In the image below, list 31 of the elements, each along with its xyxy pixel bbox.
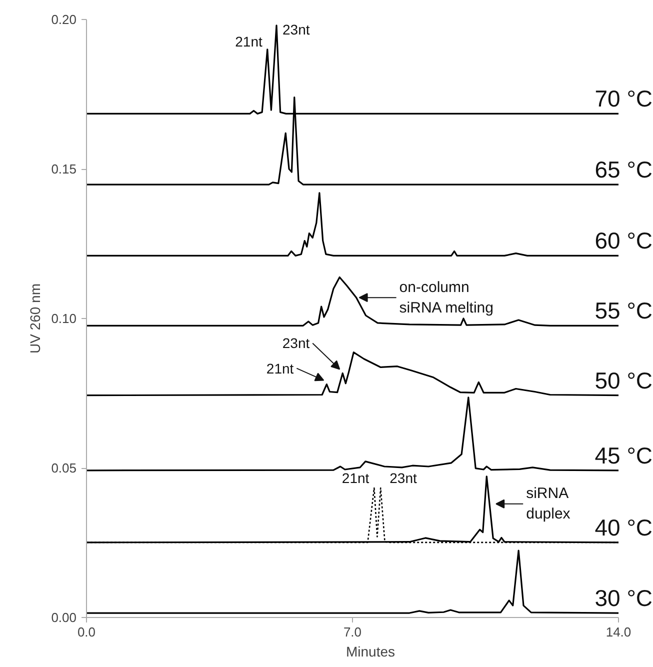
annotation: 23nt [390,470,417,486]
line-series [86,276,620,326]
x-tick-label: 14.0 [606,624,632,640]
series-label: 65 °C [594,156,652,183]
series-label: 70 °C [594,86,652,112]
annotation: 23nt [282,335,310,352]
series-label: 55 °C [594,298,652,324]
y-tick-label: 0.15 [51,162,77,176]
x-tick-label: 7.0 [343,624,362,640]
y-axis-title: UV 260 nm [27,283,44,354]
y-tick-label: 0.10 [51,311,77,326]
series-label: 45 °C [594,442,652,468]
line-series [86,192,620,257]
series-label: 50 °C [594,367,652,394]
y-tick-label: 0.05 [51,460,77,476]
series-label: 40 °C [594,514,652,540]
line-series [86,550,620,614]
annotation: 21nt [235,33,262,50]
annotation: 21nt [266,360,294,376]
annotation: siRNA duplex [526,485,571,523]
series-label: 30 °C [594,585,652,612]
line-series [86,351,620,396]
series-label: 60 °C [594,228,652,254]
annotation: 21nt [342,470,370,486]
x-axis-title: Minutes [346,644,396,660]
x-tick-label: 0.0 [77,624,96,640]
y-tick-label: 0.00 [51,610,77,625]
y-tick-label: 0.20 [51,12,77,27]
line-series [86,396,620,472]
annotation: on-column siRNA melting [399,278,494,316]
annotation: 23nt [282,21,310,38]
